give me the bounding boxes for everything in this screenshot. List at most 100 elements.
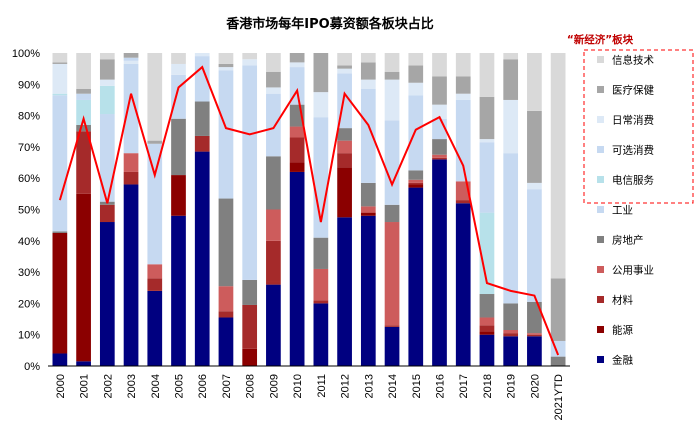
x-tick-label: 2013 (363, 374, 375, 398)
bar-segment (147, 264, 163, 279)
bar-segment (194, 56, 210, 102)
bar-segment (384, 325, 400, 327)
new-economy-line (58, 65, 560, 356)
bar-segment (147, 290, 163, 366)
bar-segment (432, 76, 447, 105)
bar-segment (52, 93, 68, 96)
legend-swatch (597, 296, 604, 303)
bar-segment (99, 85, 115, 115)
bar-segment (266, 156, 281, 210)
bar-segment (242, 53, 258, 60)
legend-label: 公用事业 (612, 264, 654, 277)
bar-segment (527, 301, 542, 334)
bar-segment (76, 361, 91, 366)
bar-segment (266, 240, 281, 282)
bar-segment (313, 303, 329, 366)
x-tick-label: 2018 (482, 374, 494, 398)
bar-segment (479, 96, 495, 140)
bar-segment (337, 153, 352, 168)
bar-segment (99, 59, 115, 80)
bar-segment (218, 311, 234, 318)
bar-segment (384, 222, 400, 326)
y-axis: 0% 10% 20% 30% 40% 50% 60% 70% 80% 90% 100% (12, 48, 40, 373)
bar-segment (218, 53, 234, 64)
bar-segment (76, 93, 91, 100)
bar-segment (455, 200, 471, 204)
bar-segment (455, 203, 471, 366)
bar-segment (123, 63, 139, 154)
bar-segment (123, 184, 139, 366)
bar-segment (503, 99, 519, 154)
bar-segment (99, 204, 115, 223)
bar-segment (479, 334, 495, 366)
bar-segment (218, 286, 234, 312)
bar-segment (527, 336, 542, 366)
bar-segment (337, 217, 352, 366)
x-tick-label: 2007 (221, 374, 233, 398)
bar-segment (384, 79, 400, 121)
bar-segment (289, 162, 305, 172)
legend-swatch (597, 56, 604, 63)
bar-segment (76, 53, 91, 89)
bar-segment (408, 82, 424, 96)
bar-segment (503, 53, 519, 60)
bar-segment (76, 131, 91, 194)
bar-segment (337, 65, 352, 69)
bar-segment (218, 70, 234, 199)
x-tick-label: 2016 (435, 374, 447, 398)
bar-segment (266, 209, 281, 241)
bar-segment (550, 356, 566, 366)
bar-segment (384, 204, 400, 223)
bar-segment (503, 153, 519, 304)
bar-segment (171, 118, 186, 176)
bar-segment (123, 53, 139, 58)
bar-segment (479, 294, 495, 318)
y-tick-label: 0% (24, 361, 40, 373)
y-tick-label: 90% (18, 79, 40, 91)
bar-segment (527, 182, 542, 190)
legend-title: “新经济”板块 (567, 33, 634, 46)
bar-segment (432, 139, 447, 155)
bar-segment (384, 120, 400, 205)
x-tick-label: 2017 (458, 374, 470, 398)
bar-segment (408, 170, 424, 180)
bar-segment (360, 215, 376, 366)
bar-segment (408, 184, 424, 188)
new-economy-legend-box (583, 49, 694, 204)
bar-segment (360, 206, 376, 213)
bar-segment (337, 140, 352, 154)
bar-segment (99, 222, 115, 366)
bar-segment (52, 62, 68, 64)
bar-segment (503, 303, 519, 331)
bar-segment (123, 171, 139, 185)
bar-segment (455, 76, 471, 94)
bar-segment (479, 53, 495, 97)
legend-swatch (597, 266, 604, 273)
bar-segment (242, 279, 258, 305)
y-tick-label: 40% (18, 236, 40, 248)
bar-segment (408, 95, 424, 171)
bar-segment (52, 95, 68, 232)
bar-segment (76, 88, 91, 94)
legend-label: 工业 (612, 205, 633, 217)
bar-segment (313, 92, 329, 118)
y-tick-label: 100% (12, 48, 40, 60)
legend-swatch (597, 326, 604, 333)
bar-segment (527, 333, 542, 335)
bar-segment (432, 154, 447, 158)
bar-segment (360, 182, 376, 207)
x-tick-label: 2011 (316, 374, 328, 398)
bar-segment (76, 193, 91, 362)
bar-segment (479, 142, 495, 213)
bar-segment (360, 212, 376, 216)
bar-segment (171, 53, 186, 64)
x-tick-label: 2012 (340, 374, 352, 398)
legend-swatch (597, 176, 604, 183)
bar-segment (455, 99, 471, 182)
legend-swatch (597, 116, 604, 123)
chart-title: 香港市场每年IPO募资额各板块占比 (225, 16, 433, 32)
bar-segment (194, 101, 210, 136)
y-tick-label: 30% (18, 267, 40, 279)
bar-segment (360, 53, 376, 63)
